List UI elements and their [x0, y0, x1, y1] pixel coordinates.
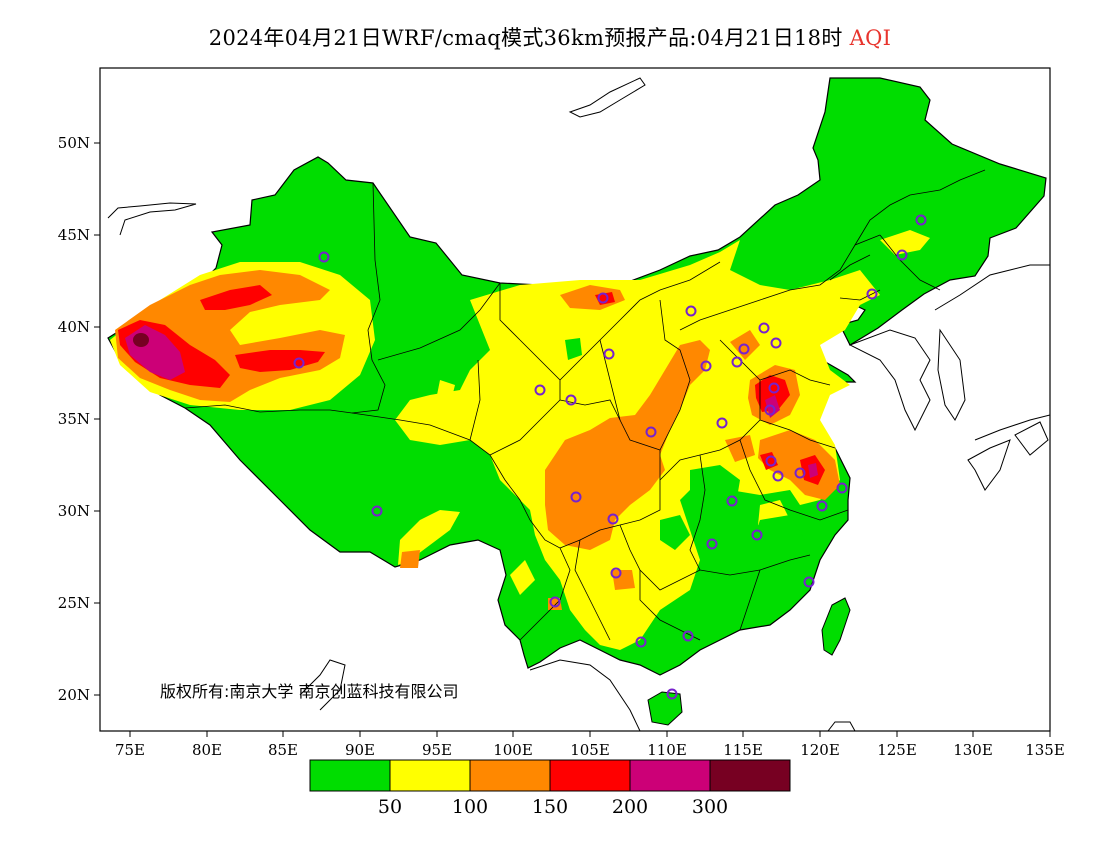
city-marker [726, 495, 738, 507]
colorbar-label: 50 [378, 796, 402, 818]
city-marker [565, 394, 577, 406]
copyright-text: 版权所有:南京大学 南京创蓝科技有限公司 [160, 682, 458, 701]
city-marker [534, 384, 546, 396]
lon-label: 110E [647, 741, 687, 759]
city-marker [716, 417, 728, 429]
city-marker [915, 214, 927, 226]
lon-label: 90E [345, 741, 375, 759]
colorbar: 50 100 150 200 300 [309, 759, 791, 818]
colorbar-swatch-2 [389, 759, 471, 792]
city-marker [603, 348, 615, 360]
city-marker [731, 356, 743, 368]
provincial-borders [184, 169, 986, 641]
title-main: 2024年04月21日WRF/cmaq模式36km预报产品:04月21日18时 [208, 26, 843, 50]
colorbar-swatch-4 [549, 759, 631, 792]
city-marker [635, 636, 647, 648]
colorbar-swatch-5 [629, 759, 711, 792]
foreign-coastlines [107, 77, 1050, 731]
aqi-zone-green-pockets [410, 320, 805, 585]
lat-label: 35N [58, 410, 90, 428]
city-marker [685, 305, 697, 317]
lat-label: 25N [58, 594, 90, 612]
city-marker [765, 455, 777, 467]
lon-label: 95E [422, 741, 452, 759]
city-marker [772, 470, 784, 482]
lat-label: 45N [58, 226, 90, 244]
city-marker [597, 292, 609, 304]
lon-label: 120E [800, 741, 840, 759]
colorbar-swatch-3 [469, 759, 551, 792]
city-marker [682, 630, 694, 642]
lon-label: 75E [115, 741, 145, 759]
lat-label: 20N [58, 686, 90, 704]
aqi-zone-over-300 [133, 333, 149, 347]
lon-label: 115E [723, 741, 763, 759]
city-marker [751, 529, 763, 541]
city-marker [816, 500, 828, 512]
city-marker [700, 360, 712, 372]
title-variable: AQI [849, 26, 892, 50]
lat-label: 50N [58, 134, 90, 152]
lon-label: 85E [268, 741, 298, 759]
city-marker [896, 249, 908, 261]
island-taiwan [821, 597, 851, 656]
city-marker [768, 382, 780, 394]
city-marker [371, 505, 383, 517]
map-title: 2024年04月21日WRF/cmaq模式36km预报产品:04月21日18时 … [0, 22, 1100, 52]
colorbar-swatch-6 [709, 759, 791, 792]
city-marker [794, 467, 806, 479]
city-marker [738, 343, 750, 355]
city-marker [770, 337, 782, 349]
city-marker [570, 491, 582, 503]
colorbar-label: 100 [452, 796, 488, 818]
city-marker [645, 426, 657, 438]
city-marker [666, 688, 678, 700]
city-marker [318, 251, 330, 263]
colorbar-swatch-1 [309, 759, 391, 792]
colorbar-label: 200 [612, 796, 648, 818]
lon-label: 80E [192, 741, 222, 759]
lon-label: 105E [570, 741, 610, 759]
lon-label: 135E [1025, 741, 1065, 759]
city-marker [758, 322, 770, 334]
lat-axis: 50N 45N 40N 35N 30N 25N 20N [58, 134, 100, 704]
city-marker [610, 567, 622, 579]
city-marker [764, 404, 776, 416]
city-marker [293, 357, 305, 369]
city-markers [293, 214, 927, 700]
city-marker [803, 576, 815, 588]
colorbar-label: 150 [532, 796, 568, 818]
city-marker [866, 288, 878, 300]
lon-axis: 75E 80E 85E 90E 95E 100E 105E 110E 115E … [115, 731, 1065, 759]
island-hainan [647, 691, 683, 726]
city-marker [706, 538, 718, 550]
lon-label: 130E [953, 741, 993, 759]
lon-label: 100E [493, 741, 533, 759]
colorbar-label: 300 [692, 796, 728, 818]
city-marker [836, 482, 848, 494]
lat-label: 30N [58, 502, 90, 520]
city-marker [549, 596, 561, 608]
city-marker [607, 513, 619, 525]
lon-label: 125E [877, 741, 917, 759]
lat-label: 40N [58, 318, 90, 336]
